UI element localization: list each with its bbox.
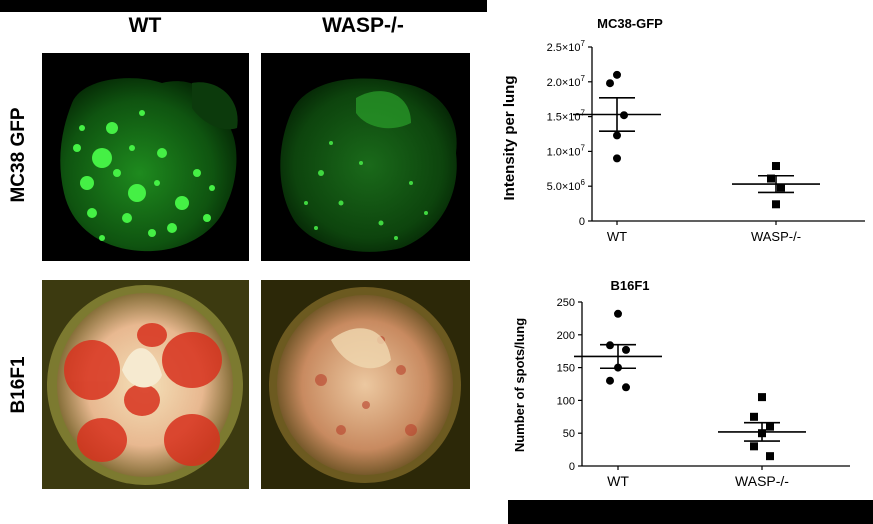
y-tick-label-base: 100 [557, 395, 575, 407]
y-tick-label: 1.5×107 [547, 109, 586, 124]
data-point [750, 412, 758, 421]
data-point [613, 70, 621, 79]
y-tick-label-base: 50 [563, 428, 575, 440]
data-point [772, 162, 780, 171]
y-tick-label-base: 5.0×10 [547, 181, 581, 193]
top-black-bar [0, 0, 487, 12]
bottom-black-bar [508, 500, 873, 524]
data-point [758, 393, 766, 402]
data-point [606, 341, 614, 350]
y-tick-label: 50 [563, 428, 575, 440]
row-label-mc38-gfp: MC38 GFP [8, 107, 29, 203]
column-label-wt: WT [128, 14, 162, 37]
x-tick-label: WT [607, 229, 627, 244]
data-point [766, 452, 774, 461]
chart-axes: 0 50 100 150 200 250 WT WASP-/- [557, 297, 850, 489]
y-tick-label: 100 [557, 395, 575, 407]
x-tick-label: WASP-/- [735, 473, 789, 489]
micrograph-wt-gfp [42, 53, 249, 261]
y-tick-label: 1.0×107 [547, 143, 586, 158]
data-point [620, 111, 628, 120]
y-tick-label-base: 150 [557, 363, 575, 375]
y-tick-label: 0 [579, 216, 585, 228]
data-point [777, 183, 785, 192]
data-point [758, 429, 766, 438]
y-tick-label-exponent: 7 [581, 74, 586, 83]
y-axis-label: Intensity per lung [501, 75, 518, 200]
data-point [606, 79, 614, 88]
data-point [613, 131, 621, 140]
data-point [622, 345, 630, 354]
data-point [614, 363, 622, 372]
y-tick-label: 2.0×107 [547, 74, 586, 89]
micrograph-wt-b16f1 [42, 280, 249, 489]
micrograph-wasp-b16f1 [261, 280, 470, 489]
y-tick-label-base: 1.0×10 [547, 146, 581, 158]
data-point [772, 200, 780, 209]
y-tick-label-base: 250 [557, 297, 575, 309]
y-tick-label-base: 0 [569, 461, 575, 473]
y-tick-label-exponent: 7 [581, 109, 586, 118]
data-point [614, 309, 622, 318]
y-tick-label: 200 [557, 330, 575, 342]
chart-title: B16F1 [610, 278, 649, 293]
data-point [750, 442, 758, 451]
x-tick-label: WASP-/- [751, 229, 801, 244]
y-axis-label: Number of spots/lung [512, 318, 527, 452]
y-tick-label-base: 0 [579, 216, 585, 228]
y-tick-label-base: 2.5×10 [547, 42, 581, 54]
x-tick-label: WT [607, 473, 629, 489]
column-label-wasp: WASP-/- [322, 14, 404, 37]
y-tick-label-base: 1.5×10 [547, 112, 581, 124]
data-point [767, 174, 775, 183]
y-tick-label-base: 200 [557, 330, 575, 342]
chart-marks [573, 70, 820, 209]
micrograph-wasp-gfp [261, 53, 470, 261]
y-tick-label-base: 2.0×10 [547, 77, 581, 89]
chart-marks [574, 309, 806, 461]
chart-b16f1: B16F1 Number of spots/lung 0 50 100 150 200 2… [512, 278, 850, 489]
y-tick-label: 5.0×106 [547, 178, 586, 193]
data-point [606, 376, 614, 385]
chart-mc38-gfp: MC38-GFP Intensity per lung 0 5.0×106 1.0×… [501, 16, 865, 244]
data-point [766, 422, 774, 431]
y-tick-label: 0 [569, 461, 575, 473]
y-tick-label-exponent: 6 [581, 178, 586, 187]
y-tick-label-exponent: 7 [581, 143, 586, 152]
y-tick-label: 2.5×107 [547, 39, 586, 54]
y-tick-label: 150 [557, 363, 575, 375]
data-point [613, 154, 621, 163]
y-tick-label: 250 [557, 297, 575, 309]
chart-title: MC38-GFP [597, 16, 663, 31]
data-point [622, 383, 630, 392]
row-label-b16f1: B16F1 [8, 356, 29, 414]
y-tick-label-exponent: 7 [581, 39, 586, 48]
